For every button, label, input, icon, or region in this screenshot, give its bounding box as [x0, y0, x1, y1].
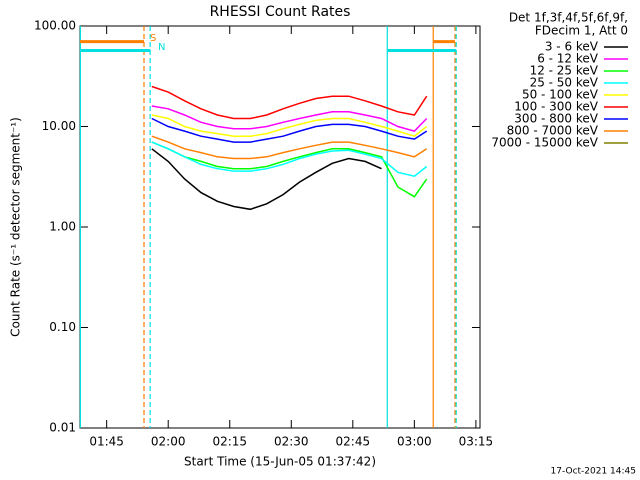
- legend-label: 3 - 6 keV: [545, 40, 599, 54]
- chart-title: RHESSI Count Rates: [210, 4, 351, 20]
- series-line: [151, 135, 428, 160]
- legend-label: 25 - 50 keV: [530, 76, 599, 90]
- legend-label: 12 - 25 keV: [530, 64, 599, 78]
- series-line: [151, 85, 428, 120]
- y-tick-label: 0.10: [49, 320, 76, 334]
- legend-label: 100 - 300 keV: [514, 100, 598, 114]
- series-line: [151, 141, 428, 178]
- y-tick-label: 0.01: [49, 421, 76, 435]
- x-tick-label: 01:45: [89, 435, 124, 449]
- series-line: [151, 141, 428, 198]
- x-tick-label: 02:15: [212, 435, 247, 449]
- series-line: [151, 117, 428, 143]
- legend-label: 300 - 800 keV: [514, 112, 598, 126]
- legend-label: 7000 - 15000 keV: [491, 136, 598, 150]
- x-tick-label: 02:45: [336, 435, 371, 449]
- legend-label: 800 - 7000 keV: [507, 124, 599, 138]
- footer: 17-Oct-2021 14:45: [551, 467, 636, 477]
- x-tick-label: 03:15: [459, 435, 494, 449]
- legend-label: 6 - 12 keV: [537, 52, 599, 66]
- y-axis-label: Count Rate (s⁻¹ detector segment⁻¹): [9, 117, 23, 337]
- x-tick-label: 02:00: [151, 435, 186, 449]
- y-tick-label: 10.00: [42, 119, 76, 133]
- series-line: [151, 148, 382, 211]
- series-line: [151, 114, 428, 138]
- series-line: [151, 105, 428, 132]
- legend-header: Det 1f,3f,4f,5f,6f,9f,: [509, 11, 628, 25]
- legend-header: FDecim 1, Att 0: [535, 24, 628, 38]
- flag-label: S: [150, 33, 156, 44]
- legend-label: 50 - 100 keV: [522, 88, 599, 102]
- x-axis-label: Start Time (15-Jun-05 01:37:42): [184, 455, 376, 469]
- x-tick-label: 03:00: [397, 435, 432, 449]
- x-tick-label: 02:30: [274, 435, 309, 449]
- flag-label: N: [158, 42, 165, 53]
- y-tick-label: 1.00: [49, 220, 76, 234]
- y-tick-label: 100.00: [34, 19, 76, 33]
